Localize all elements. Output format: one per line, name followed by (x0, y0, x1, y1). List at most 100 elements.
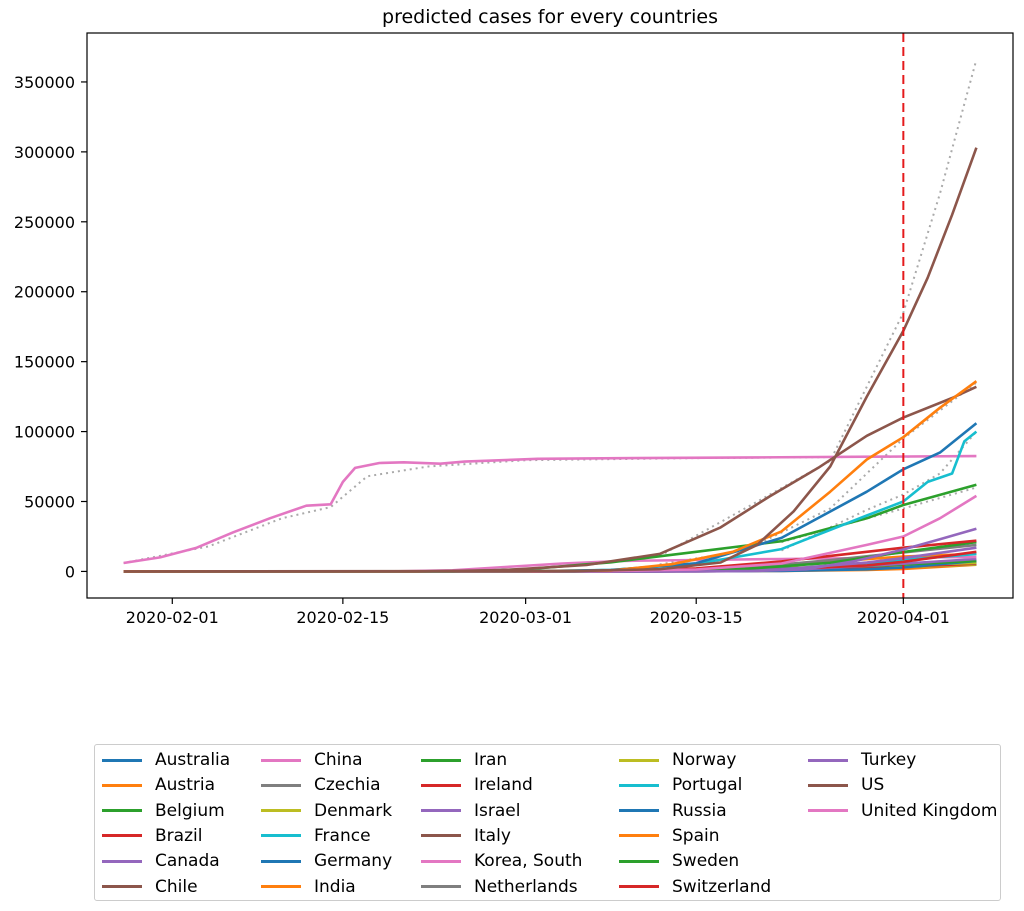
legend-label: Iran (474, 750, 508, 770)
legend-item: Netherlands (421, 875, 578, 899)
legend-swatch (808, 783, 848, 787)
y-axis: 0 50000 100000 150000 200000 250000 300000 3500… (14, 73, 87, 581)
legend-swatch (421, 834, 461, 838)
legend-label: Netherlands (474, 876, 578, 897)
legend-swatch (808, 809, 848, 813)
legend-item: France (261, 824, 371, 848)
y-tick-label: 300000 (14, 143, 75, 162)
series-line-spain (123, 380, 978, 573)
legend-label: Belgium (155, 800, 225, 821)
legend-item: Austria (102, 773, 215, 797)
legend-item: Switzerland (619, 875, 771, 899)
legend-item: US (808, 773, 884, 797)
legend-label: Brazil (155, 825, 203, 846)
legend-swatch (261, 809, 301, 813)
legend-swatch (421, 809, 461, 813)
legend-label: US (861, 775, 885, 796)
y-tick-label: 200000 (14, 283, 75, 302)
legend-item: Korea, South (421, 849, 582, 873)
line-chart: predicted cases for every countries 0 500… (14, 6, 1014, 627)
prediction-lines (123, 59, 978, 566)
series-line-china (123, 454, 977, 565)
legend-label: Czechia (314, 775, 381, 796)
legend-label: Turkey (861, 750, 917, 770)
series-line-italy (123, 385, 977, 573)
legend-swatch (619, 758, 659, 762)
legend-swatch (619, 809, 659, 813)
legend-item: Spain (619, 824, 720, 848)
y-tick-label: 100000 (14, 423, 75, 442)
legend-item: Israel (421, 799, 520, 823)
y-tick-label: 150000 (14, 353, 75, 372)
x-tick-label: 2020-02-01 (126, 608, 219, 627)
legend-swatch (421, 783, 461, 787)
legend-swatch (619, 885, 659, 888)
legend-item: Germany (261, 849, 392, 873)
legend-item: Canada (102, 849, 220, 873)
legend-label: France (314, 825, 371, 846)
legend-swatch (808, 758, 848, 762)
legend-swatch (421, 885, 461, 888)
legend-item: Sweden (619, 849, 739, 873)
legend-label: Denmark (314, 800, 393, 821)
legend-label: China (314, 750, 363, 770)
legend-item: Australia (102, 748, 230, 772)
x-tick-label: 2020-04-01 (857, 608, 950, 627)
legend-item: Turkey (808, 748, 916, 772)
legend-swatch (261, 783, 301, 787)
x-axis: 2020-02-01 2020-02-15 2020-03-01 2020-03-15… (126, 598, 950, 627)
legend-item: Czechia (261, 773, 381, 797)
legend-swatch (421, 758, 461, 762)
legend-item: India (261, 875, 356, 899)
y-tick-label: 50000 (24, 493, 75, 512)
legend-swatch (261, 859, 301, 863)
legend-label: Canada (155, 851, 220, 872)
legend-label: Korea, South (474, 851, 583, 872)
legend-label: Australia (155, 750, 231, 770)
chart-title: predicted cases for every countries (382, 6, 718, 28)
legend-label: Italy (474, 825, 511, 846)
series-line-us (123, 147, 978, 573)
legend-item: Denmark (261, 799, 392, 823)
legend-label: Sweden (672, 851, 740, 872)
legend-label: Austria (155, 775, 216, 796)
y-tick-label: 250000 (14, 213, 75, 232)
legend-swatch (421, 859, 461, 863)
legend: Australia Austria Belgium Brazil Canada Chile… (94, 744, 1001, 901)
legend-item: Norway (619, 748, 737, 772)
prediction-line-3 (659, 381, 978, 566)
legend-item: Iran (421, 748, 507, 772)
legend-swatch (102, 885, 142, 888)
prediction-line-1 (123, 455, 977, 564)
legend-label: Norway (672, 750, 737, 770)
legend-swatch (102, 809, 142, 813)
legend-label: Switzerland (672, 876, 772, 897)
legend-item: Italy (421, 824, 511, 848)
legend-label: Germany (314, 851, 393, 872)
legend-label: Israel (474, 800, 521, 821)
legend-swatch (619, 783, 659, 787)
legend-item: China (261, 748, 363, 772)
legend-label: Chile (155, 876, 198, 897)
legend-label: Spain (672, 825, 720, 846)
legend-swatch (102, 834, 142, 838)
legend-swatch (261, 885, 301, 888)
legend-label: United Kingdom (861, 800, 998, 821)
series-line-turkey (123, 527, 977, 573)
legend-swatch (102, 859, 142, 863)
legend-item: Portugal (619, 773, 742, 797)
legend-swatch (261, 758, 301, 762)
legend-label: India (314, 876, 356, 897)
x-tick-label: 2020-02-15 (296, 608, 389, 627)
series-lines (123, 147, 978, 573)
legend-swatch (102, 758, 142, 762)
legend-swatch (261, 834, 301, 838)
legend-item: Chile (102, 875, 198, 899)
legend-swatch (102, 783, 142, 787)
legend-label: Portugal (672, 775, 743, 796)
legend-item: Belgium (102, 799, 225, 823)
legend-item: Brazil (102, 824, 202, 848)
x-tick-label: 2020-03-01 (479, 608, 572, 627)
legend-item: Russia (619, 799, 727, 823)
legend-swatch (619, 859, 659, 863)
